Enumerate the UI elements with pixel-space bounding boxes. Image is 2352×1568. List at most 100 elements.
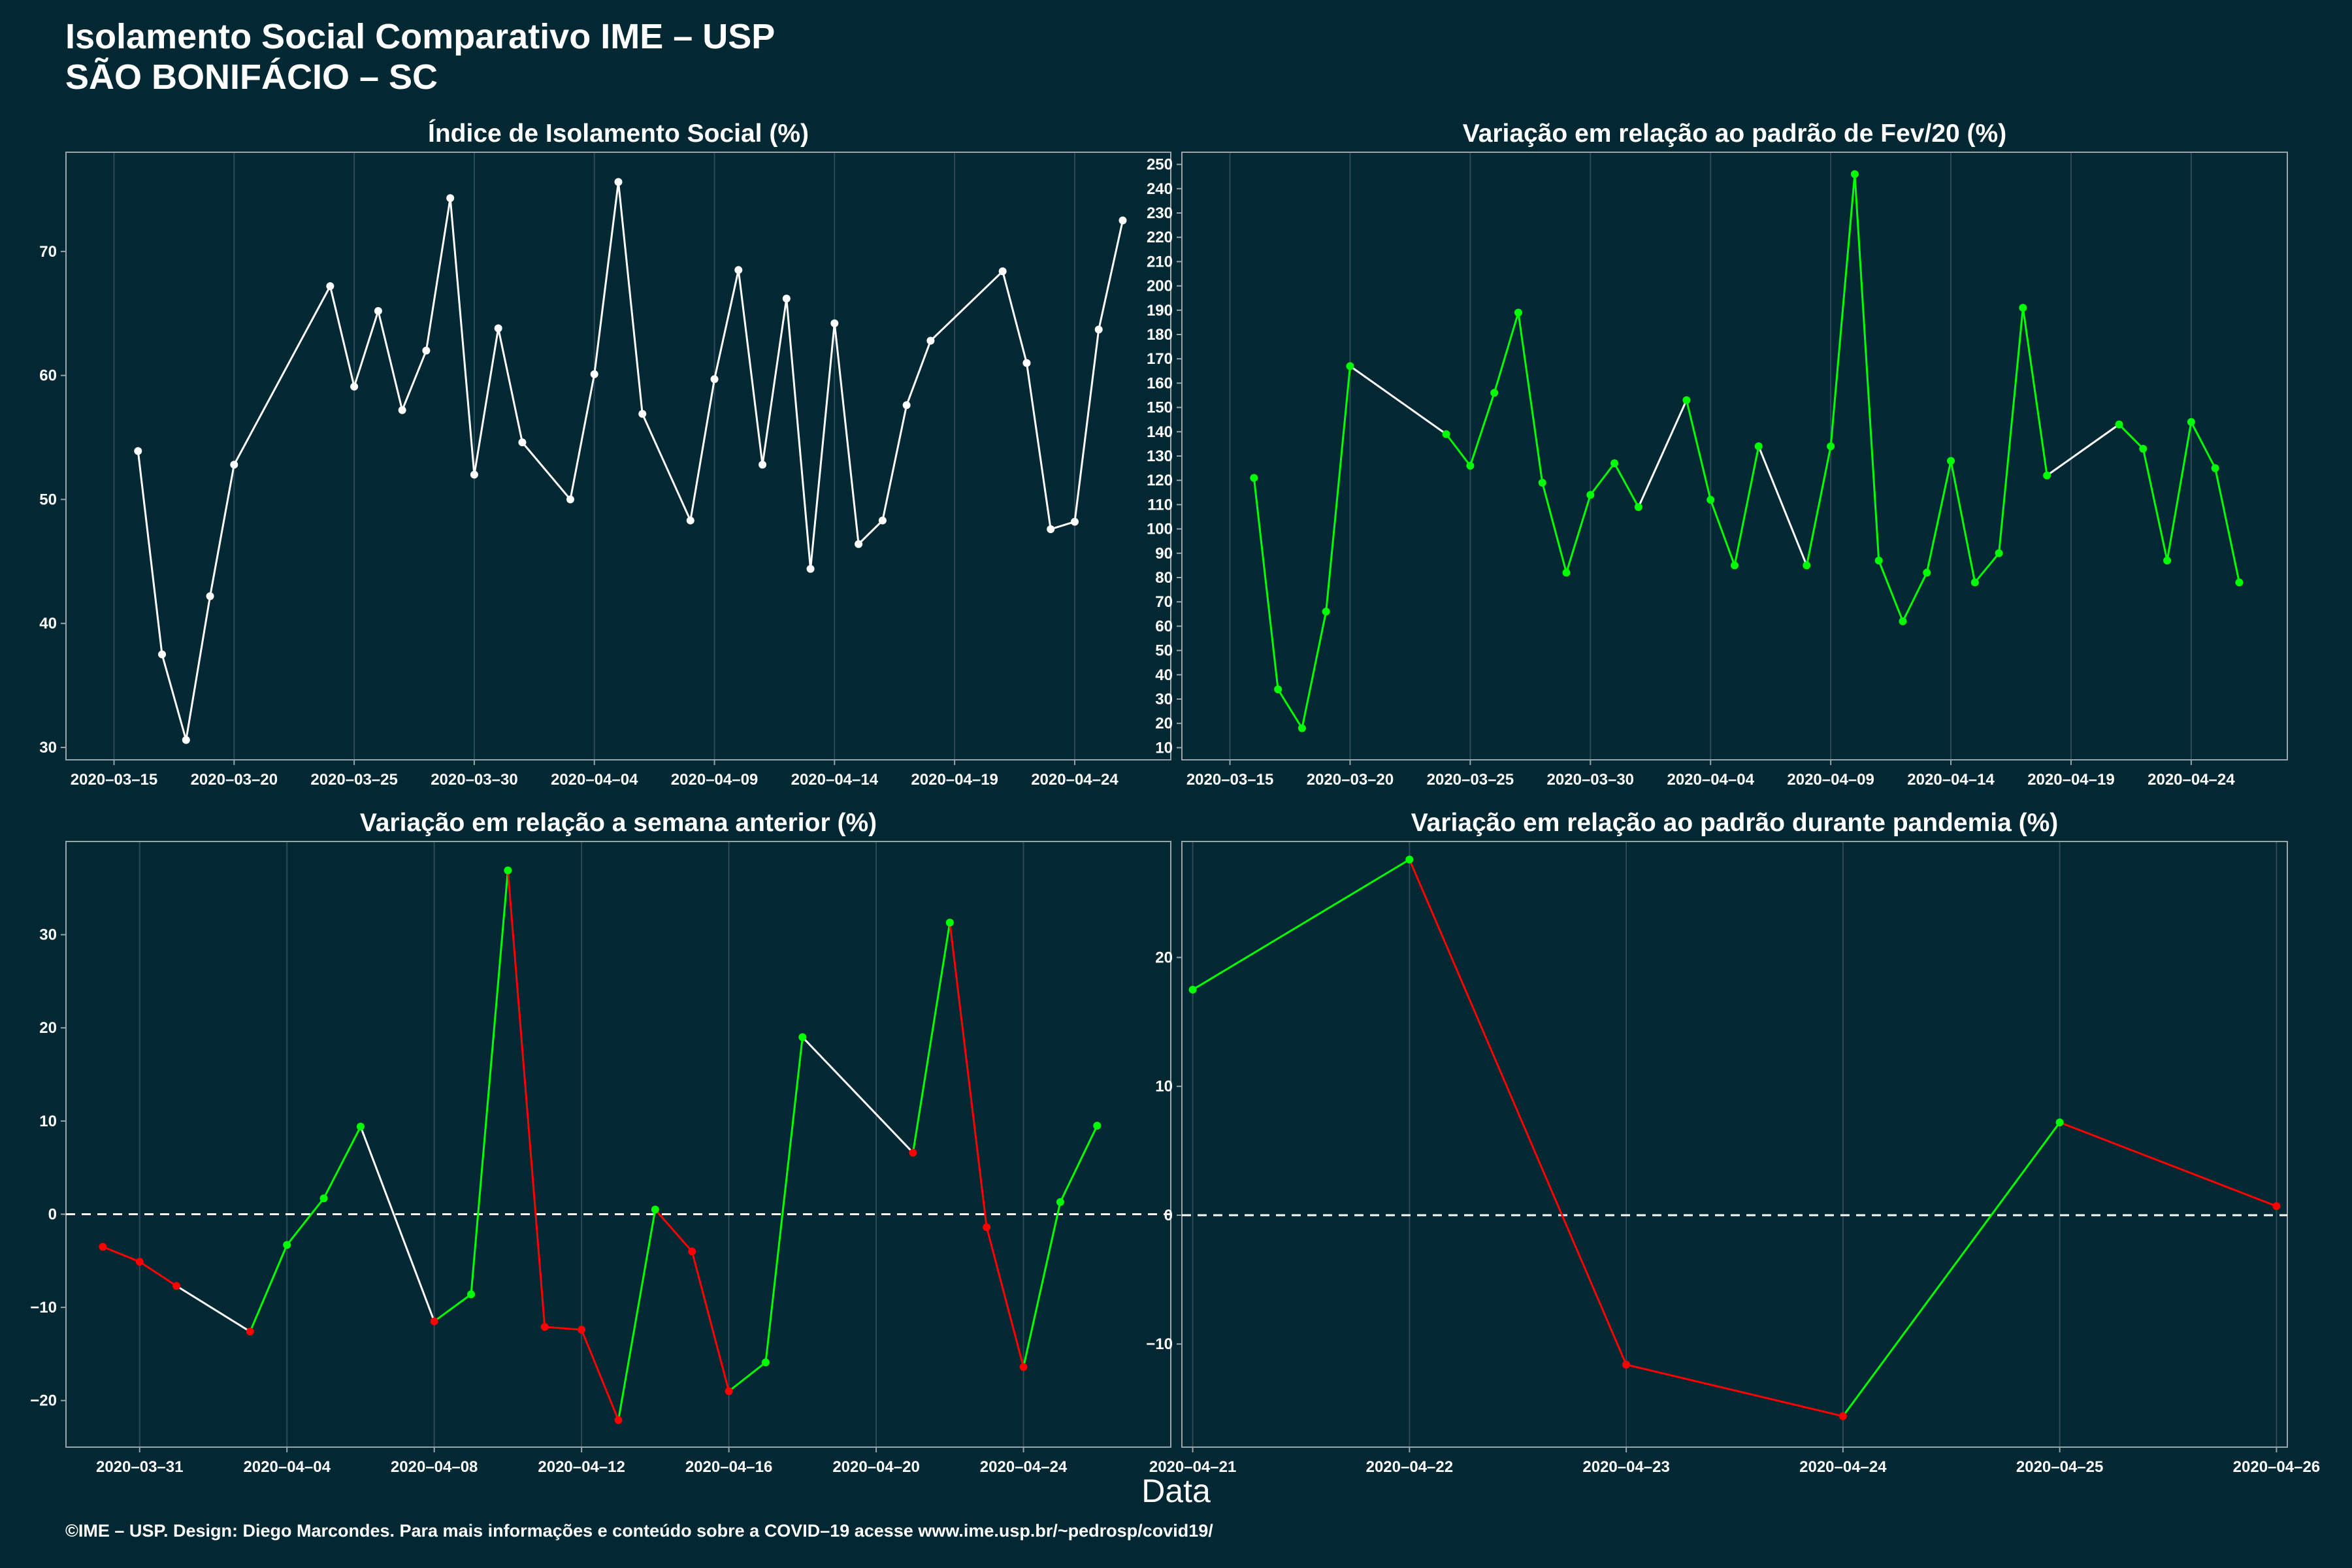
series-segment: [802, 1036, 914, 1154]
series-segment: [1025, 363, 1052, 530]
series-segment: [1998, 307, 2024, 553]
y-tick-label: 10: [39, 1113, 57, 1130]
series-segment: [401, 350, 427, 411]
data-point: [578, 1326, 586, 1334]
data-point: [422, 346, 431, 355]
series-segment: [449, 198, 476, 475]
series-segment: [911, 922, 951, 1153]
series-segment: [176, 1285, 251, 1333]
series-segment: [1878, 560, 1904, 622]
data-point: [1610, 459, 1619, 468]
y-tick-label: 30: [39, 739, 57, 757]
series-segment: [470, 870, 509, 1295]
series-segment: [323, 1126, 362, 1199]
series-segment: [1637, 399, 1688, 508]
series-segment: [881, 404, 908, 521]
data-point: [494, 324, 502, 333]
data-point: [206, 592, 214, 600]
series-segment: [433, 1293, 472, 1322]
data-point: [172, 1282, 181, 1290]
series-segment: [713, 269, 740, 380]
y-tick-label: 20: [1155, 949, 1173, 967]
data-point: [326, 282, 335, 290]
y-tick-label: 40: [1155, 666, 1173, 684]
y-tick-label: 60: [39, 367, 57, 385]
x-tick-label: 2020–04–19: [911, 771, 998, 789]
data-point: [878, 516, 887, 525]
series-segment: [641, 413, 692, 521]
data-point: [1995, 549, 2003, 557]
x-tick-label: 2020–04–24: [980, 1458, 1068, 1476]
y-tick-label: −10: [1146, 1335, 1173, 1353]
series-segment: [761, 298, 788, 465]
series-segment: [1050, 521, 1075, 531]
data-point: [283, 1241, 291, 1249]
series-segment: [102, 1245, 140, 1263]
series-segment: [544, 1326, 582, 1331]
y-tick-label: −20: [30, 1392, 57, 1410]
y-tick-label: 0: [48, 1205, 57, 1223]
series-segment: [1974, 552, 2000, 583]
data-point: [504, 866, 512, 875]
series-segment: [728, 1362, 766, 1392]
data-point: [614, 178, 623, 186]
series-segment: [1192, 858, 1411, 991]
data-point: [759, 461, 767, 469]
data-point: [1322, 608, 1330, 616]
data-point: [1274, 685, 1282, 694]
series-segment: [1002, 270, 1028, 364]
panel-title: Variação em relação a semana anterior (%…: [360, 809, 877, 837]
data-point: [926, 336, 935, 345]
series-segment: [161, 654, 188, 741]
data-point: [1562, 568, 1571, 577]
data-point: [470, 470, 478, 479]
series-segment: [1022, 1201, 1062, 1367]
y-tick-label: 200: [1147, 278, 1173, 295]
data-point: [1405, 855, 1414, 864]
y-tick-label: 190: [1147, 302, 1173, 319]
series-segment: [2021, 307, 2048, 476]
series-segment: [1854, 174, 1880, 561]
series-segment: [329, 286, 355, 387]
data-point: [1188, 985, 1197, 994]
data-point: [710, 375, 719, 384]
x-tick-label: 2020–04–24: [2148, 771, 2235, 789]
series-segment: [1098, 220, 1124, 330]
x-tick-label: 2020–03–31: [96, 1458, 183, 1476]
series-segment: [1541, 482, 1567, 573]
series-segment: [691, 1251, 730, 1392]
data-point: [1803, 561, 1811, 570]
data-point: [1838, 1412, 1847, 1420]
data-point: [374, 306, 382, 315]
x-tick-label: 2020–03–15: [71, 771, 157, 789]
series-segment: [521, 442, 572, 500]
data-point: [2055, 1118, 2064, 1126]
data-point: [2163, 556, 2172, 564]
data-point: [99, 1243, 107, 1251]
data-point: [1923, 568, 1931, 577]
series-segment: [1925, 461, 1952, 573]
data-point: [246, 1328, 254, 1336]
chart-panel-3: Variação em relação a semana anterior (%…: [30, 809, 1171, 1476]
y-tick-label: 210: [1147, 253, 1173, 270]
y-tick-label: 30: [1155, 691, 1173, 708]
y-tick-label: 230: [1147, 204, 1173, 222]
x-tick-label: 2020–03–25: [310, 771, 397, 789]
series-segment: [2166, 421, 2193, 561]
series-segment: [580, 1329, 619, 1421]
series-segment: [809, 323, 836, 569]
data-point: [1119, 216, 1127, 225]
series-segment: [654, 1209, 693, 1252]
series-segment: [1301, 611, 1328, 728]
figure-title: Isolamento Social Comparativo IME – USP: [65, 17, 776, 56]
data-point: [945, 919, 954, 927]
series-segment: [2214, 468, 2240, 583]
series-segment: [858, 519, 883, 545]
x-tick-label: 2020–04–12: [538, 1458, 625, 1476]
data-point: [638, 410, 647, 418]
x-tick-label: 2020–04–08: [391, 1458, 478, 1476]
data-point: [1586, 491, 1595, 499]
data-point: [734, 266, 743, 274]
data-point: [1093, 1121, 1102, 1130]
